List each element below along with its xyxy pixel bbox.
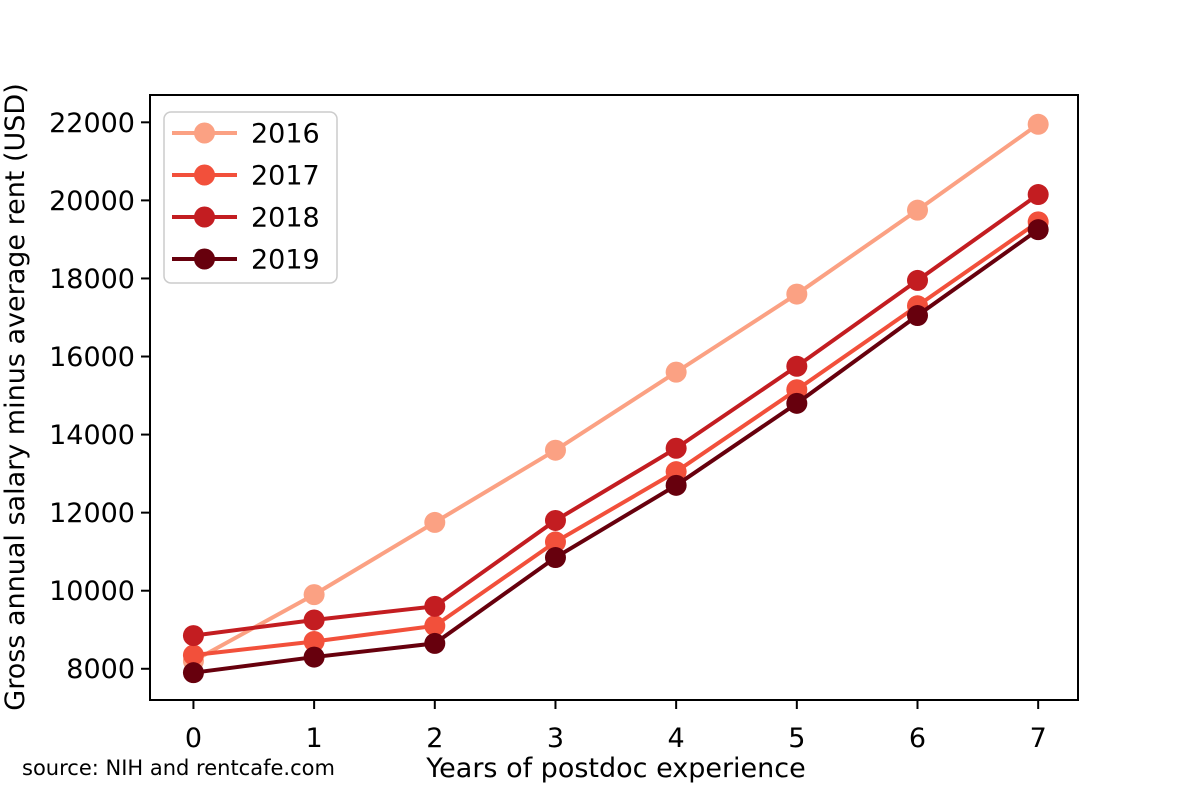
data-point-2016 xyxy=(424,511,446,533)
x-tick-label: 4 xyxy=(668,723,685,754)
legend-label-2018: 2018 xyxy=(251,202,320,233)
data-point-2018 xyxy=(907,269,929,291)
x-tick-label: 1 xyxy=(306,723,323,754)
plot-area: 8000 10000 12000 14000 16000 18000 20000 22000 0… xyxy=(49,94,1079,754)
data-point-2017 xyxy=(544,531,566,553)
y-tick-label: 14000 xyxy=(49,420,135,451)
legend-label-2017: 2017 xyxy=(251,160,320,191)
data-point-2018 xyxy=(182,625,204,647)
y-tick-label: 8000 xyxy=(66,654,135,685)
data-point-2016 xyxy=(303,584,325,606)
x-tick-label: 0 xyxy=(185,723,202,754)
x-tick-label: 6 xyxy=(909,723,926,754)
series-line-2019 xyxy=(193,228,1040,675)
y-axis-label: Gross annual salary minus average rent (… xyxy=(0,83,31,710)
x-tick-label: 2 xyxy=(426,723,443,754)
x-tick-label: 3 xyxy=(547,723,564,754)
legend-marker-dot xyxy=(194,248,215,270)
x-axis-label: Years of postdoc experience xyxy=(425,753,805,784)
y-tick-label: 16000 xyxy=(49,342,135,373)
data-point-2016 xyxy=(544,439,566,461)
y-tick-label: 10000 xyxy=(49,576,135,607)
legend-box xyxy=(163,111,338,284)
y-tick-label: 18000 xyxy=(49,264,135,295)
data-point-2017 xyxy=(303,630,325,652)
data-point-2016 xyxy=(1027,113,1049,135)
data-point-2019 xyxy=(544,547,566,569)
legend-marker-dot xyxy=(194,164,215,186)
data-point-2019 xyxy=(786,392,808,414)
data-point-2018 xyxy=(303,609,325,631)
data-point-2016 xyxy=(665,361,687,383)
data-point-2017 xyxy=(182,644,204,666)
data-point-2019 xyxy=(907,305,929,327)
source-note: source: NIH and rentcafe.com xyxy=(22,756,335,780)
legend: 2016 2017 2018 2019 xyxy=(163,111,338,284)
legend-label-2019: 2019 xyxy=(251,244,320,275)
legend-marker-dot xyxy=(194,206,215,228)
y-tick-label: 20000 xyxy=(49,186,135,217)
data-point-2019 xyxy=(665,474,687,496)
data-point-2019 xyxy=(424,632,446,654)
y-tick-label: 12000 xyxy=(49,498,135,529)
data-point-2018 xyxy=(424,595,446,617)
data-point-2018 xyxy=(665,437,687,459)
x-tick-label: 5 xyxy=(788,723,805,754)
data-point-2019 xyxy=(1027,219,1049,241)
data-point-2016 xyxy=(907,199,929,221)
data-point-2019 xyxy=(303,646,325,668)
series-line-2016 xyxy=(192,122,1040,663)
data-point-2017 xyxy=(424,615,446,637)
data-point-2019 xyxy=(182,662,204,684)
data-point-2018 xyxy=(786,355,808,377)
data-point-2018 xyxy=(1027,184,1049,206)
legend-marker-dot xyxy=(194,122,215,144)
series-line-2018 xyxy=(193,192,1040,638)
plot-border xyxy=(149,94,1079,701)
series-line-2017 xyxy=(193,220,1040,658)
y-tick-label: 22000 xyxy=(49,108,135,139)
legend-label-2016: 2016 xyxy=(251,118,320,149)
data-point-2018 xyxy=(544,509,566,531)
data-point-2016 xyxy=(786,283,808,305)
x-tick-label: 7 xyxy=(1030,723,1047,754)
